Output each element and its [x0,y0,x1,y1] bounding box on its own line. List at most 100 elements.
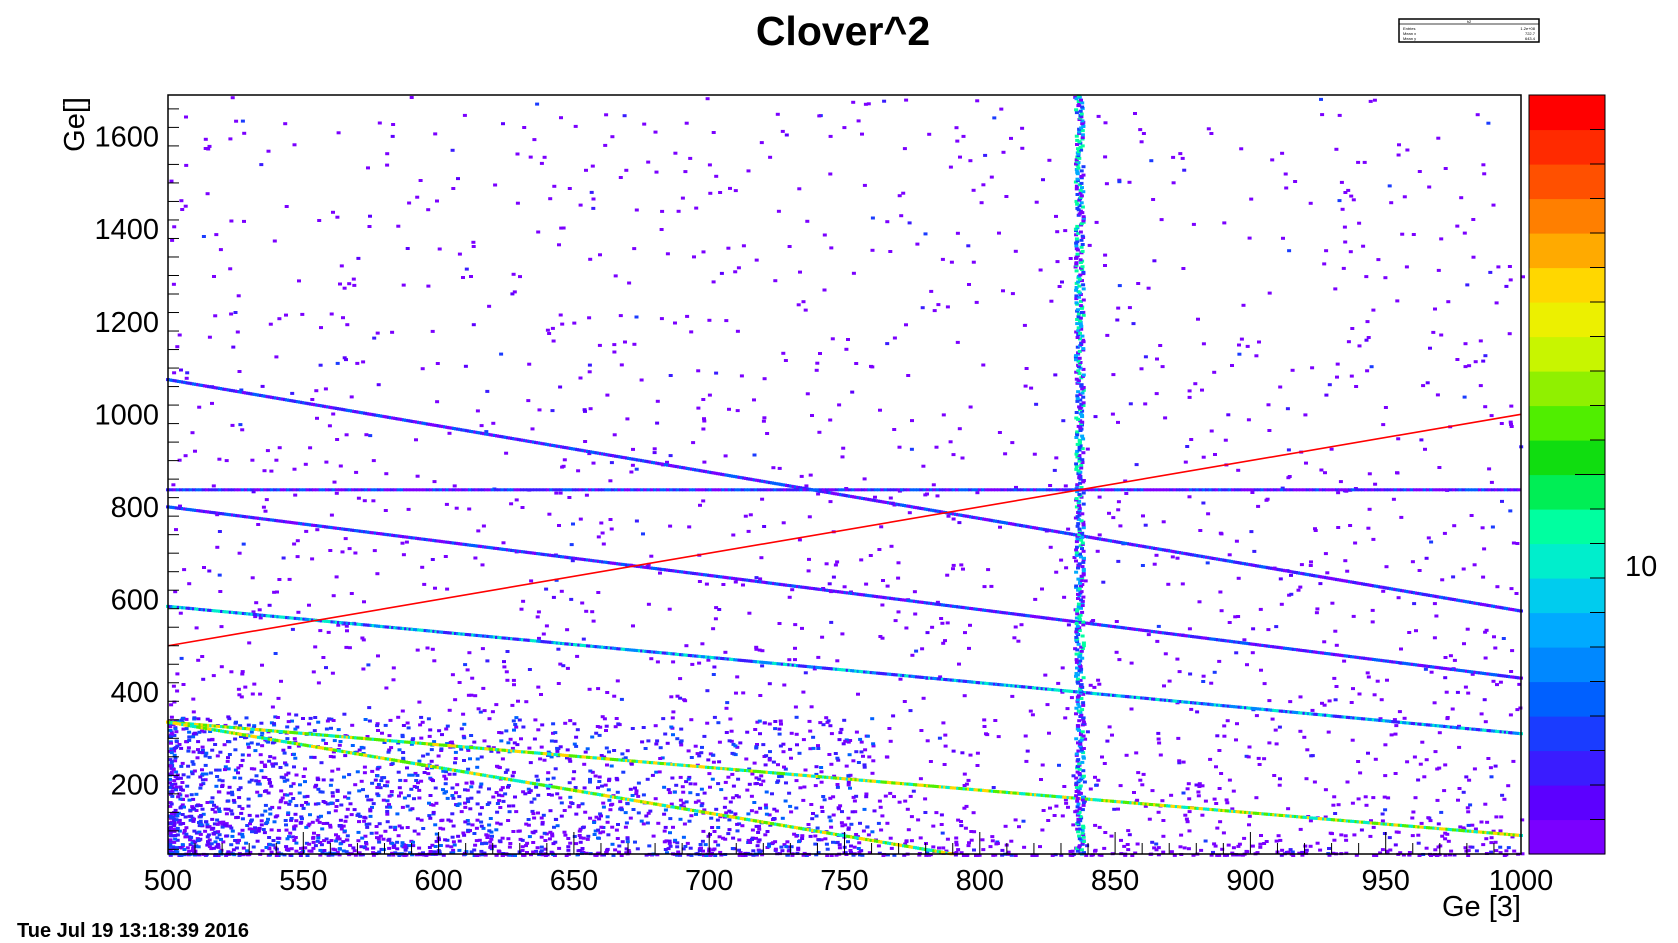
heatmap-cell [236,766,241,770]
band-cell [902,504,906,507]
band-cell [1209,556,1214,560]
heatmap-cell [511,830,516,833]
heatmap-cell [566,848,571,852]
heatmap-cell [1486,757,1491,760]
heatmap-cell [837,738,842,742]
heatmap-cell [591,619,596,623]
heatmap-cell [1383,406,1388,409]
heatmap-cell [487,823,492,827]
heatmap-cell [859,750,864,754]
heatmap-cell [198,832,203,836]
heatmap-cell [305,794,310,798]
band-cell [830,491,835,495]
heatmap-cell [849,851,853,855]
heatmap-cell [618,800,623,804]
heatmap-cell [435,400,440,404]
heatmap-cell [550,326,555,330]
heatmap-cell [336,131,341,135]
heatmap-cell [429,759,434,763]
heatmap-cell [783,799,788,803]
heatmap-cell [1371,308,1376,312]
heatmap-cell [646,160,651,164]
heatmap-cell [414,853,419,857]
heatmap-cell [545,777,550,781]
heatmap-cell [356,812,361,816]
band-cell [367,412,372,416]
heatmap-cell [833,563,838,567]
heatmap-cell [250,576,255,580]
band-cell [300,522,305,526]
heatmap-cell [229,809,234,813]
heatmap-cell [194,626,199,630]
heatmap-cell [1367,472,1372,476]
band-cell [700,573,705,577]
heatmap-cell [401,756,406,760]
band-cell [360,530,365,534]
band-cell [1402,589,1407,593]
heatmap-cell [981,183,986,187]
heatmap-cell [230,793,235,797]
band-cell [607,453,612,457]
heatmap-cell [777,466,782,470]
heatmap-cell [816,851,821,855]
heatmap-cell [266,817,270,821]
band-cell [876,499,881,503]
heatmap-cell [789,845,794,849]
heatmap-cell [535,102,540,106]
heatmap-cell [697,580,702,583]
heatmap-cell [784,845,789,849]
heatmap-cell [173,756,178,760]
heatmap-cell [962,772,967,776]
heatmap-cell [760,853,765,857]
heatmap-cell [270,705,275,709]
heatmap-cell [270,741,275,745]
band-cell [505,436,510,440]
heatmap-cell [1384,565,1389,569]
heatmap-cell [560,322,565,326]
heatmap-cell [780,816,785,820]
band-cell [843,494,848,497]
heatmap-cell [172,820,177,823]
heatmap-cell [836,758,841,762]
heatmap-cell [1054,214,1058,218]
heatmap-cell [1062,785,1067,788]
heatmap-cell [375,786,380,789]
band-cell [347,409,352,413]
band-cell [276,397,281,400]
heatmap-cell [905,807,910,811]
heatmap-cell [870,365,875,369]
heatmap-cell [1352,833,1357,837]
heatmap-cell [1219,772,1224,775]
heatmap-cell [270,762,275,766]
heatmap-cell [743,514,748,518]
band-cell [209,385,214,389]
heatmap-cell [1055,260,1060,264]
heatmap-cell [1221,831,1226,835]
heatmap-cell [1006,850,1011,854]
heatmap-cell [1199,848,1204,852]
heatmap-cell [870,830,875,834]
heatmap-cell [221,820,226,824]
heatmap-cell [573,786,578,789]
heatmap-cell [249,818,254,822]
heatmap-cell [331,594,336,598]
heatmap-cell [461,276,465,279]
heatmap-cell [277,806,282,810]
heatmap-cell [727,407,731,411]
heatmap-cell [526,399,531,403]
band-cell [529,440,534,444]
heatmap-cell [187,849,192,853]
heatmap-cell [1416,833,1421,837]
heatmap-cell [1439,333,1444,337]
heatmap-cell [427,734,432,738]
heatmap-cell [228,137,233,141]
band-cell [423,538,428,541]
heatmap-cell [1151,198,1156,201]
heatmap-cell [633,840,637,844]
heatmap-cell [772,807,777,811]
heatmap-cell [342,712,347,716]
band-cell [1436,595,1441,599]
heatmap-cell [827,582,832,586]
heatmap-cell [619,854,624,857]
heatmap-cell [226,767,231,771]
